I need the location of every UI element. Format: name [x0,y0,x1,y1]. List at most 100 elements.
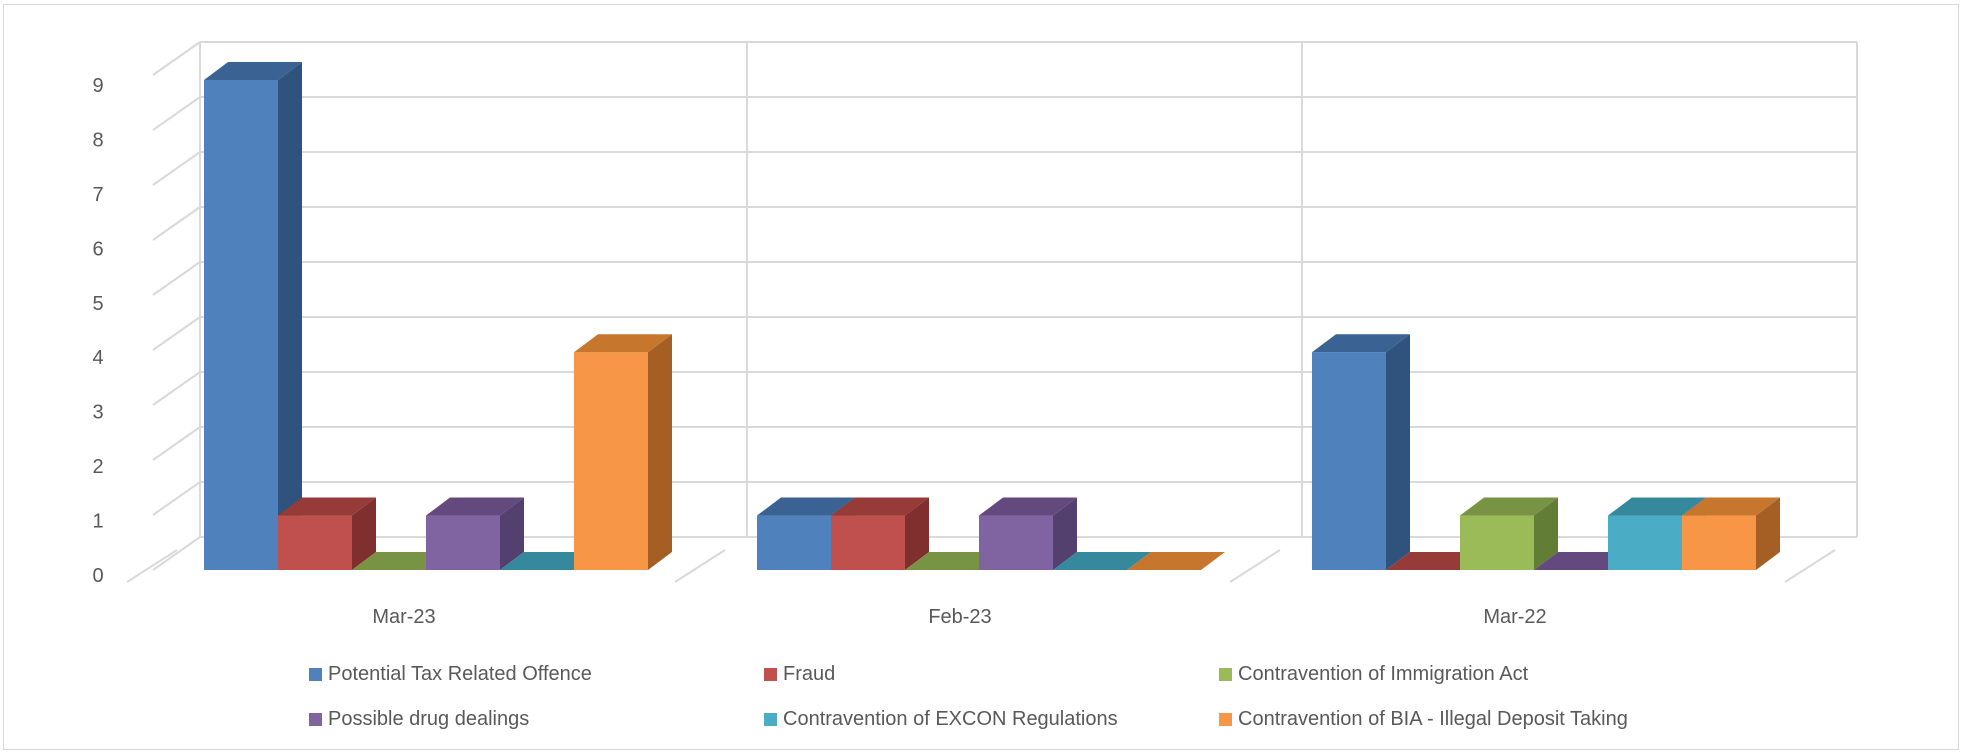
bar-zero [352,552,450,570]
bar-top [979,497,1077,516]
bar-front [831,515,905,570]
legend-swatch [1219,713,1232,726]
bar-zero [1534,552,1632,570]
bar-side [1053,497,1077,570]
category-label: Mar-22 [1483,606,1546,628]
legend-label: Contravention of Immigration Act [1238,663,1529,685]
legend-label: Fraud [783,663,836,685]
y-tick-label: 0 [92,565,103,587]
floor-line [674,549,726,583]
bar-front [1608,515,1682,570]
legend-item: Possible drug dealings [309,708,529,731]
bar-top [1682,497,1780,516]
bar-side [500,497,524,570]
gridline-depth [152,371,201,406]
bar [426,497,524,570]
y-tick-label: 9 [92,75,103,97]
bar-top [574,334,672,353]
y-tick-label: 4 [92,347,103,369]
bar-side [1534,497,1558,570]
bar-front [574,352,648,570]
bar [204,62,302,570]
gridline-depth [152,261,201,296]
bar-zero [1386,552,1484,570]
bar-top [1608,497,1706,516]
bars [204,62,1780,570]
bar-front [426,515,500,570]
y-axis-ticks: 0 1 2 3 4 5 6 7 8 9 [92,75,103,587]
bar [1053,552,1151,570]
bar-front [979,515,1053,570]
bar-front [1312,352,1386,570]
bar-front [1682,515,1756,570]
bar [1534,552,1632,570]
y-tick-label: 3 [92,402,103,424]
bar-zero [1127,552,1225,570]
bar-side [278,62,302,570]
gridlines [126,41,1858,583]
gridline-depth [152,426,201,461]
legend-item: Potential Tax Related Offence [309,663,592,686]
legend-item: Fraud [764,663,835,686]
bar-top [831,497,929,516]
gridline-depth [152,481,201,516]
gridline-depth [152,316,201,351]
bar [352,552,450,570]
bar-side [1756,497,1780,570]
y-tick-label: 2 [92,456,103,478]
bar [905,552,1003,570]
gridline-depth [152,151,201,186]
category-label: Feb-23 [928,606,991,628]
y-tick-label: 1 [92,511,103,533]
bar-side [905,497,929,570]
legend-swatch [764,668,777,681]
chart-frame [3,4,1959,750]
bar-zero [500,552,598,570]
y-tick-label: 6 [92,238,103,260]
gridline-depth [152,536,201,571]
y-tick-label: 5 [92,293,103,315]
gridline-depth [152,206,201,241]
bar-side [1386,334,1410,570]
bar-side [352,497,376,570]
bar [1127,552,1225,570]
legend-item: Contravention of Immigration Act [1219,663,1528,686]
gridline-depth [152,41,201,76]
floor-line [1229,549,1281,583]
legend-item: Contravention of BIA - Illegal Deposit T… [1219,708,1628,731]
bar [831,497,929,570]
bar-side [648,334,672,570]
bar [574,334,672,570]
bar-front [757,515,831,570]
legend-item: Contravention of EXCON Regulations [764,708,1118,731]
legend-label: Contravention of BIA - Illegal Deposit T… [1238,708,1628,730]
gridline-depth [152,96,201,131]
legend-swatch [309,668,322,681]
bar [1460,497,1558,570]
bar-top [757,497,855,516]
bar-front [204,80,278,570]
bar-top [1312,334,1410,353]
legend-swatch [764,713,777,726]
bar-top [426,497,524,516]
bar-front [278,515,352,570]
legend-label: Possible drug dealings [328,708,530,730]
floor-line [126,549,178,583]
legend-swatch [309,713,322,726]
legend-swatch [1219,668,1232,681]
y-tick-label: 8 [92,129,103,151]
x-axis-labels: Mar-23 Feb-23 Mar-22 [372,606,1546,628]
bar [1386,552,1484,570]
bar-front [1460,515,1534,570]
floor-line [1784,549,1836,583]
bar-zero [1053,552,1151,570]
y-tick-label: 7 [92,184,103,206]
bar-top [278,497,376,516]
bar [1682,497,1780,570]
bar-top [204,62,302,80]
legend-label: Potential Tax Related Offence [328,663,592,685]
bar [278,497,376,570]
bar-zero [905,552,1003,570]
